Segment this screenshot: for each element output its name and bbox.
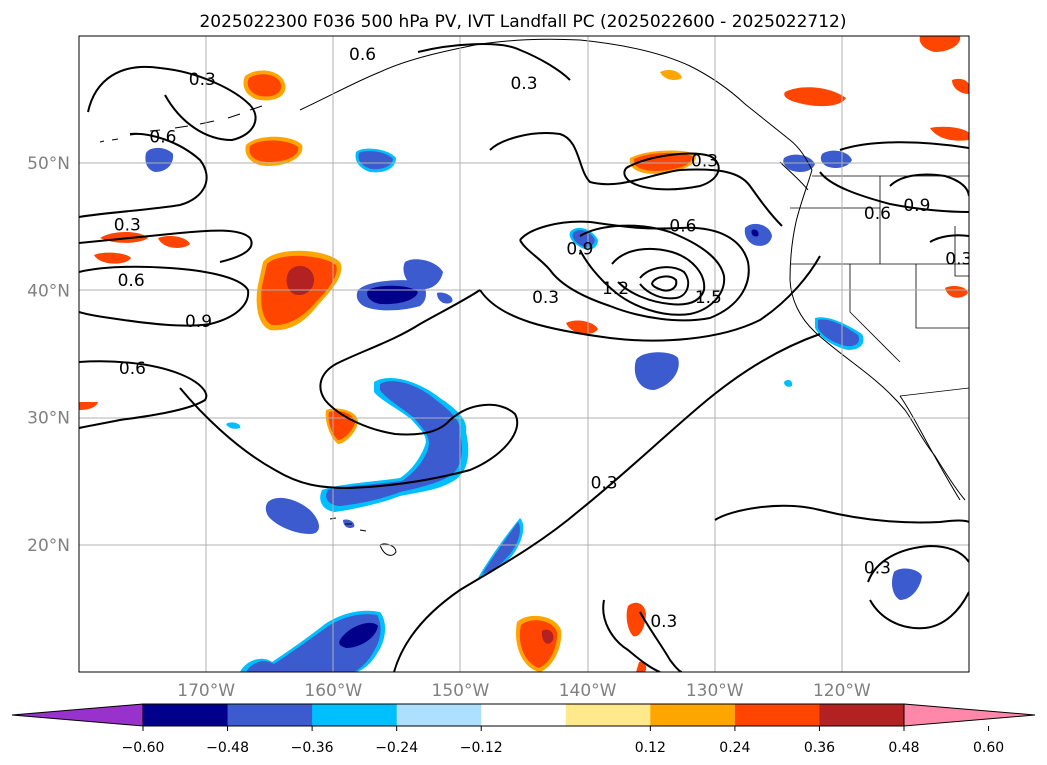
positive-blob — [249, 140, 299, 162]
positive-blob — [566, 320, 598, 335]
longitude-tick-label: 140°W — [559, 681, 617, 701]
contour-label: 0.3 — [189, 70, 216, 90]
negative-blob — [326, 381, 462, 506]
positive-blob — [158, 236, 190, 248]
negative-blob — [784, 379, 793, 387]
negative-blob — [339, 622, 378, 648]
colorbar-tick-label: −0.12 — [460, 740, 503, 756]
longitude-tick-label: 120°W — [813, 681, 871, 701]
positive-blob — [247, 74, 282, 97]
baja-california — [899, 395, 961, 501]
contour-label: 0.9 — [185, 312, 212, 332]
colorbar-segment — [227, 704, 313, 726]
negative-blob — [246, 614, 381, 672]
alaska-coast — [299, 38, 813, 171]
colorbar-tick-label: 0.48 — [888, 740, 919, 756]
contour-label: 0.3 — [532, 288, 559, 308]
longitude-tick-label: 160°W — [304, 681, 362, 701]
colorbar-tick-label: −0.60 — [122, 740, 165, 756]
colorbar-segment — [819, 704, 905, 726]
colorbar-tick-label: −0.48 — [206, 740, 249, 756]
colorbar-segment — [650, 704, 736, 726]
negative-blob — [482, 522, 520, 574]
colorbar-segment — [396, 704, 482, 726]
positive-blob — [79, 402, 98, 410]
negative-blob — [820, 150, 852, 168]
positive-blob — [784, 87, 846, 107]
gridlines — [79, 36, 969, 672]
positive-blob — [633, 152, 693, 171]
positive-blob — [952, 78, 969, 94]
contour-label: 1.5 — [695, 288, 722, 308]
negative-blob — [634, 352, 679, 390]
contour-label: 0.6 — [119, 359, 146, 379]
colorbar-extend-min — [11, 703, 144, 727]
negative-blob — [403, 259, 443, 290]
contour-label: 0.6 — [149, 127, 176, 147]
colorbar-tick-label: 0.24 — [719, 740, 750, 756]
colorbar-segment — [481, 704, 567, 726]
negative-blob — [358, 151, 393, 170]
colorbar-outline — [142, 703, 905, 727]
negative-blob — [437, 292, 453, 304]
longitude-tick-label: 130°W — [686, 681, 744, 701]
contour-label: 0.6 — [349, 45, 376, 65]
negative-blob — [751, 229, 759, 237]
contour-label: 0.3 — [650, 612, 677, 632]
contour-label: 0.6 — [864, 204, 891, 224]
colorbar-tick-label: 0.36 — [804, 740, 835, 756]
contour-label: 0.3 — [945, 250, 972, 270]
negative-blob — [226, 422, 241, 429]
pv-contours — [79, 43, 969, 672]
contour-label: 0.9 — [903, 196, 930, 216]
contour-label: 0.3 — [114, 215, 141, 235]
map-title: 2025022300 F036 500 hPa PV, IVT Landfall… — [199, 12, 846, 32]
latitude-tick-label: 20°N — [27, 536, 70, 556]
colorbar-segment — [565, 704, 651, 726]
contour-label: 0.9 — [566, 239, 593, 259]
positive-blob — [945, 285, 968, 298]
contour-label: 0.3 — [510, 74, 537, 94]
contour-labels: 0.3 0.6 0.3 0.6 0.3 0.6 0.9 0.6 0.3 0.6 0.9 1.2 1.5 0… — [114, 45, 972, 632]
positive-blob — [660, 70, 682, 80]
latitude-tick-label: 40°N — [27, 281, 70, 301]
positive-blob — [286, 265, 315, 296]
map-frame — [78, 35, 970, 673]
positive-blob — [930, 126, 969, 141]
contour-label: 1.2 — [602, 279, 629, 299]
longitude-labels: 170°W 160°W 150°W 140°W 130°W 120°W — [177, 681, 871, 701]
positive-blob — [94, 252, 131, 264]
colorbar-segment — [143, 704, 229, 726]
longitude-tick-label: 170°W — [177, 681, 235, 701]
colorbar-tick-label: −0.36 — [291, 740, 334, 756]
negative-blob — [145, 147, 174, 172]
contour-label: 0.3 — [591, 473, 618, 493]
contour-label: 0.6 — [669, 217, 696, 237]
colorbar-extend-max — [903, 703, 1036, 727]
positive-blob — [541, 629, 554, 644]
longitude-tick-label: 150°W — [432, 681, 490, 701]
negative-blob — [892, 568, 922, 600]
colorbar-tick-label: 0.60 — [973, 740, 1004, 756]
colorbar-tick-label: −0.24 — [375, 740, 418, 756]
positive-blob — [636, 661, 647, 672]
latitude-labels: 20°N 30°N 40°N 50°N — [27, 154, 70, 556]
colorbar: −0.60 −0.48 −0.36 −0.24 −0.12 0.12 0.24 0.36 0.4… — [11, 703, 1036, 756]
contour-label: 0.3 — [864, 559, 891, 579]
colorbar-segment — [312, 704, 398, 726]
map-background — [79, 36, 969, 672]
colorbar-tick-label: 0.12 — [635, 740, 666, 756]
negative-blob — [572, 230, 595, 248]
colorbar-segment — [734, 704, 820, 726]
positive-blob — [626, 602, 646, 637]
positive-blob — [919, 36, 961, 52]
latitude-tick-label: 30°N — [27, 409, 70, 429]
negative-blob — [818, 319, 859, 347]
contour-label: 0.3 — [691, 152, 718, 172]
vancouver-island — [779, 161, 809, 191]
contour-label: 0.6 — [118, 271, 145, 291]
latitude-tick-label: 50°N — [27, 154, 70, 174]
negative-blob — [265, 497, 319, 534]
